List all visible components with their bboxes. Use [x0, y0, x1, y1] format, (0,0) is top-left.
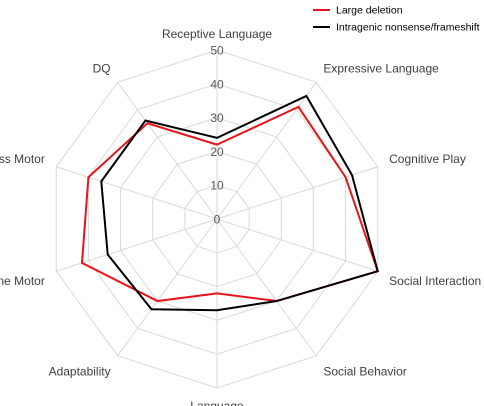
series-line-large-deletion — [80, 105, 380, 303]
category-label-gross-motor: Gross Motor — [0, 152, 45, 166]
category-label-expressive-language: Expressive Language — [323, 62, 439, 76]
category-label-adaptability: Adaptability — [49, 364, 111, 378]
spoke-cognitive-play — [216, 166, 378, 220]
spoke-fine-motor — [56, 218, 218, 272]
radial-tick-labels: 0 10 20 30 40 50 — [210, 44, 224, 227]
category-label-receptive-language: Receptive Language — [162, 27, 272, 41]
tick-label: 50 — [210, 44, 224, 58]
legend-label-large-deletion: Large deletion — [336, 5, 403, 17]
category-label-social-behavior: Social Behavior — [323, 364, 406, 378]
legend: Large deletion Intragenic nonsense/frame… — [313, 5, 480, 34]
series-line-intragenic-nonsense-frameshift — [100, 94, 379, 312]
tick-label: 0 — [214, 213, 221, 227]
tick-label: 40 — [210, 77, 224, 91]
category-label-cognitive-play: Cognitive Play — [389, 152, 466, 166]
category-label-language: Language — [190, 399, 244, 406]
tick-label: 10 — [210, 179, 224, 193]
spoke-gross-motor — [56, 166, 218, 220]
legend-label-intragenic: Intragenic nonsense/frameshift — [336, 22, 480, 34]
category-label-fine-motor: Fine Motor — [0, 274, 45, 288]
spoke-social-interaction — [216, 218, 378, 272]
category-label-dq: DQ — [93, 62, 111, 76]
spoke-adaptability — [117, 218, 218, 357]
tick-label: 30 — [210, 111, 224, 125]
category-label-social-interaction: Social Interaction — [389, 274, 481, 288]
tick-label: 20 — [210, 145, 224, 159]
spoke-expressive-language — [216, 81, 317, 220]
spoke-social-behavior — [216, 218, 317, 357]
legend-item-large-deletion: Large deletion — [313, 5, 403, 17]
category-labels: Receptive Language Expressive Language Cog… — [0, 27, 481, 406]
legend-item-intragenic: Intragenic nonsense/frameshift — [313, 22, 480, 34]
series-lines — [80, 94, 380, 312]
spoke-dq — [117, 81, 218, 220]
